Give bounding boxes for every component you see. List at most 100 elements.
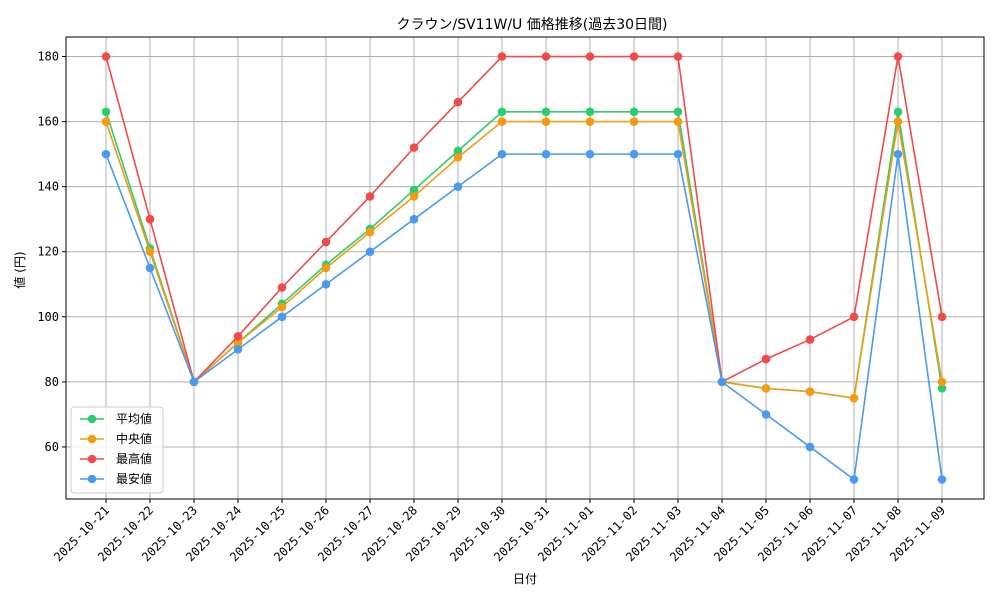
series-line [105,153,943,481]
legend-marker [87,474,97,484]
y-tick-label: 60 [45,440,59,454]
data-point [893,149,903,159]
data-point [101,52,111,61]
data-point [365,227,375,237]
y-tick-label: 100 [37,310,59,324]
y-tick-label: 160 [37,115,59,129]
data-point [453,182,463,191]
data-point [673,107,683,117]
legend-label: 平均値 [116,411,152,426]
data-point [805,387,815,396]
data-point [629,117,639,126]
data-point [409,192,419,201]
data-point [805,335,815,344]
data-point [937,475,947,484]
x-axis-ticks: 2025-10-212025-10-222025-10-232025-10-24… [51,499,948,564]
plot-area [65,36,985,500]
legend-label: 中央値 [116,431,152,446]
data-point [585,117,595,126]
data-point [497,52,507,61]
data-point [497,149,507,159]
series-最高値 [101,52,947,387]
data-point [321,237,331,247]
data-point [277,312,287,322]
series-line [105,120,943,400]
legend-item: 平均値 [80,411,152,426]
data-point [585,107,595,117]
data-point [189,377,199,387]
data-point [585,52,595,61]
data-point [101,149,111,159]
data-point [937,377,947,387]
data-point [893,107,903,117]
legend-box [70,406,164,494]
data-point [233,338,243,348]
data-point [321,279,331,289]
data-point [761,384,771,393]
data-point [937,384,947,393]
data-point [673,117,683,126]
legend-item: 最安値 [80,471,152,486]
data-point [849,393,859,403]
y-tick-label: 140 [37,180,59,194]
series-平均値 [101,107,947,403]
data-point [277,283,287,292]
data-point [409,214,419,224]
series-line [105,55,943,384]
data-point [497,117,507,126]
data-point [365,192,375,201]
data-point [761,354,771,364]
data-point [629,149,639,159]
y-tick-label: 120 [37,245,59,259]
data-point [849,312,859,322]
data-point [541,149,551,159]
data-point [409,185,419,195]
y-tick-label: 80 [45,375,59,389]
legend-label: 最安値 [116,471,152,486]
data-point [365,247,375,257]
data-point [585,149,595,159]
legend-item: 中央値 [80,431,152,446]
y-axis-ticks: 60 80 100 120 140 160 180 [37,50,66,454]
data-point [673,52,683,61]
data-point [541,117,551,126]
data-point [541,52,551,61]
data-point [409,143,419,152]
series-lines [101,52,947,484]
y-tick-label: 180 [37,50,59,64]
data-point [497,107,507,117]
data-point [233,345,243,354]
data-point [805,442,815,452]
x-axis-label: 日付 [513,572,537,586]
data-point [453,153,463,162]
data-point [761,410,771,419]
data-point [717,377,727,387]
data-point [893,117,903,126]
data-point [101,107,111,117]
data-point [541,107,551,117]
data-point [101,117,111,126]
legend-item: 最高値 [80,451,152,466]
legend-marker [87,414,97,424]
data-point [453,97,463,107]
y-axis-label: 値 (円) [12,251,27,288]
data-point [629,52,639,61]
grid [66,37,984,499]
legend-label: 最高値 [116,451,152,466]
legend-marker [87,434,97,444]
legend-marker [87,454,97,464]
data-point [321,263,331,273]
series-最安値 [101,149,947,484]
data-point [145,214,155,224]
data-point [233,332,243,341]
data-point [629,107,639,117]
chart-title: クラウン/SV11W/U 価格推移(過去30日間) [397,17,668,33]
data-point [937,312,947,322]
data-point [453,146,463,156]
data-point [145,247,155,257]
data-point [893,52,903,61]
